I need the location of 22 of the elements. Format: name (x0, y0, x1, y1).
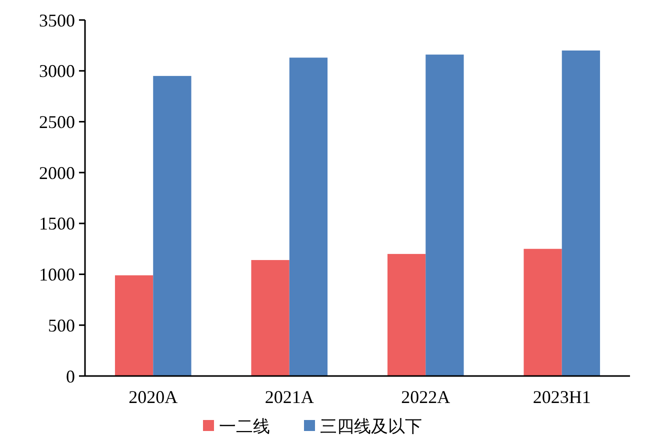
y-tick-label: 1000 (39, 264, 75, 285)
y-tick-label: 2500 (39, 112, 75, 132)
x-tick-label: 2023H1 (532, 387, 591, 407)
bar (426, 54, 464, 376)
x-tick-label: 2022A (401, 387, 450, 407)
bar (114, 275, 154, 376)
y-tick-label: 500 (48, 315, 75, 336)
bar (562, 50, 600, 376)
y-tick-label: 3500 (39, 10, 75, 30)
y-tick-label: 1500 (39, 214, 75, 234)
legend-label: 三四线及以下 (320, 416, 422, 436)
bar (289, 58, 328, 376)
legend-label: 一二线 (219, 416, 270, 436)
bar (153, 76, 192, 376)
x-tick-label: 2021A (264, 387, 314, 407)
y-tick-label: 2000 (39, 162, 75, 183)
bar (251, 260, 290, 376)
bar (524, 248, 562, 376)
y-tick-label: 3000 (39, 61, 75, 82)
bar (387, 254, 426, 376)
y-tick-label: 0 (66, 366, 75, 386)
x-tick-label: 2020A (128, 387, 178, 407)
